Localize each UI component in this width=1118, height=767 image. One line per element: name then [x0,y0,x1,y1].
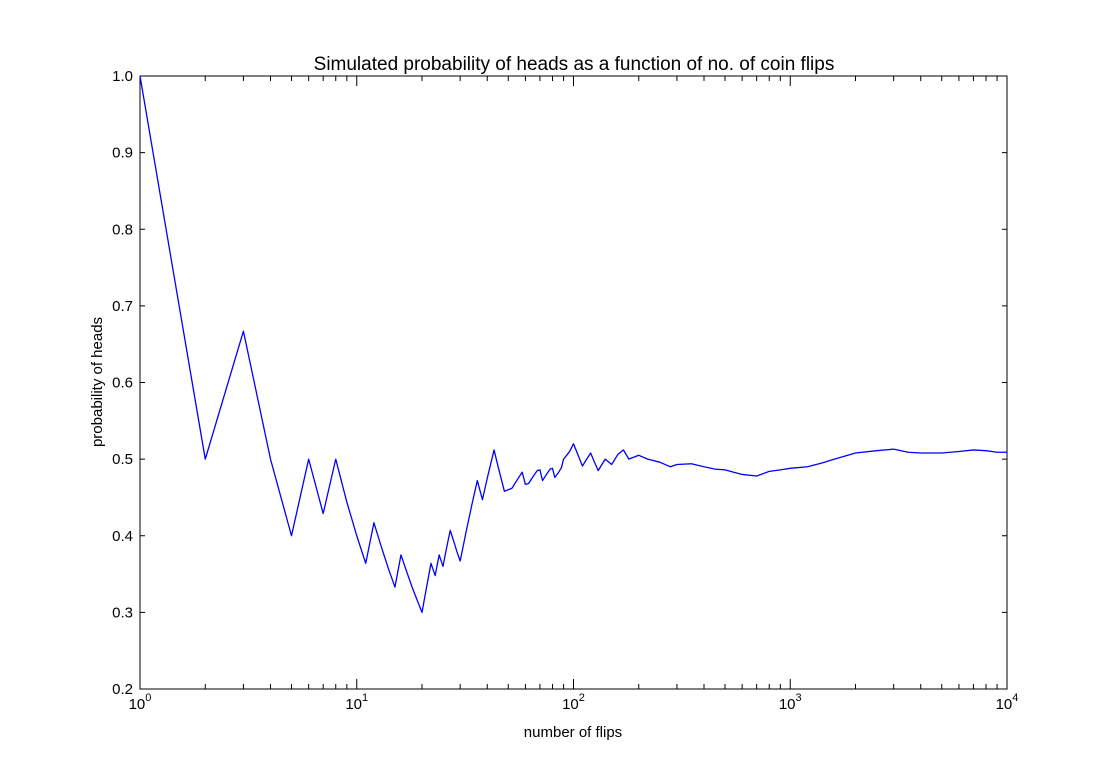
x-tick-exp: 2 [579,692,585,704]
y-tick-label: 0.9 [112,145,133,162]
series-group [139,75,1007,614]
x-tick-label: 100 [129,692,152,713]
x-tick-exp: 0 [145,692,151,704]
x-tick-base: 10 [996,696,1013,713]
y-tick-label: 0.7 [112,298,133,315]
x-axis-label: number of flips [524,724,622,741]
chart-title: Simulated probability of heads as a func… [314,54,835,75]
y-tick-label: 0.2 [112,681,133,698]
x-tick-label: 102 [562,692,585,713]
y-axis-label: probability of heads [89,317,106,447]
x-tick-base: 10 [345,696,362,713]
y-tick-label: 0.3 [112,604,133,621]
y-tick-label: 1.0 [112,68,133,85]
x-tick-label: 103 [779,692,802,713]
y-axis: 0.2 0.3 0.4 0.5 0.6 0.7 0.8 0.9 1.0 [112,68,1007,698]
x-tick-label: 104 [996,692,1019,713]
x-tick-exp: 3 [796,692,802,704]
x-tick-base: 10 [129,696,146,713]
x-tick-label: 101 [345,692,368,713]
y-tick-label: 0.8 [112,221,133,238]
x-tick-base: 10 [779,696,796,713]
plot-frame [139,75,1008,690]
y-tick-label: 0.5 [112,451,133,468]
x-tick-base: 10 [562,696,579,713]
x-tick-exp: 4 [1012,692,1018,704]
series-line-0 [139,75,1007,614]
x-axis: 100 101 102 103 104 [129,76,1019,713]
y-tick-label: 0.4 [112,528,133,545]
y-tick-label: 0.6 [112,375,133,392]
x-tick-exp: 1 [362,692,368,704]
